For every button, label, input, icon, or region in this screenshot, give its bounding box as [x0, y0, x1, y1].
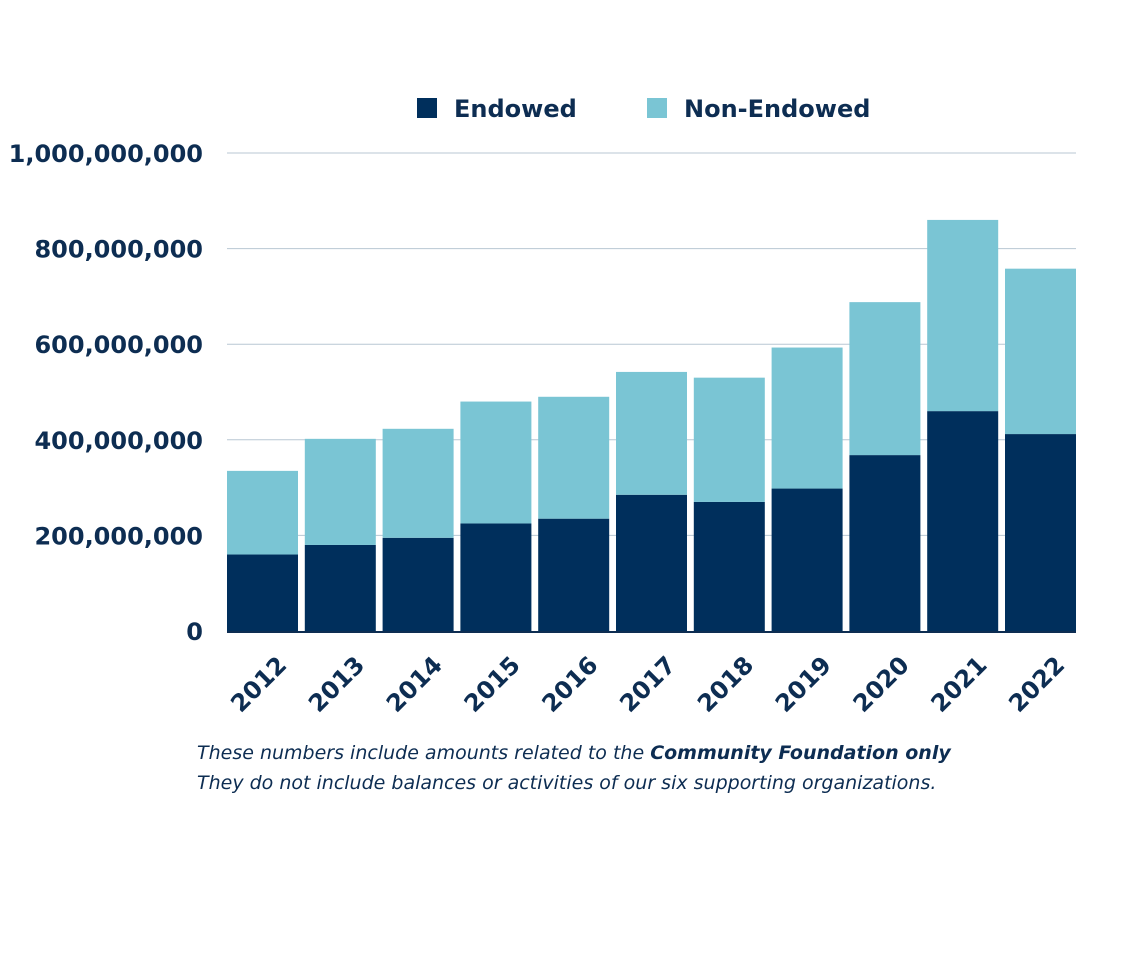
bar-non-endowed: [616, 371, 687, 495]
bar-endowed: [927, 411, 999, 631]
x-axis: 2012 2013 2014 2015 2016 2017 2018 2019 2020 2021…: [225, 631, 1076, 718]
bar-non-endowed: [1005, 268, 1076, 435]
bar-endowed: [460, 523, 532, 631]
y-tick-label: 400,000,000: [34, 427, 203, 455]
x-tick-label: 2022: [1003, 651, 1070, 718]
bar-endowed: [693, 501, 765, 631]
bar-non-endowed: [460, 401, 532, 524]
footnote-line-1-emphasis: Community Foundation only: [650, 742, 951, 764]
y-tick-label: 0: [186, 618, 203, 646]
x-tick-label: 2021: [926, 651, 993, 718]
legend: Endowed Non-Endowed: [417, 95, 870, 123]
bar-non-endowed: [538, 396, 610, 519]
legend-swatch-endowed: [417, 98, 437, 118]
y-tick-label: 800,000,000: [34, 236, 203, 264]
x-tick-label: 2012: [225, 651, 292, 718]
bar-endowed: [382, 537, 454, 631]
bars: [227, 219, 1076, 631]
x-tick-label: 2013: [303, 651, 370, 718]
bar-non-endowed: [771, 347, 843, 489]
bar-endowed: [1005, 434, 1076, 631]
bar-non-endowed: [382, 428, 454, 538]
footnote-line-1: These numbers include amounts related to…: [197, 738, 951, 768]
bar-non-endowed: [227, 470, 298, 555]
footnote-line-2: They do not include balances or activiti…: [197, 772, 937, 794]
bar-endowed: [849, 455, 921, 631]
bar-endowed: [616, 494, 687, 631]
legend-label-endowed: Endowed: [454, 95, 577, 123]
bar-non-endowed: [304, 438, 376, 545]
x-tick-label: 2014: [381, 651, 448, 718]
x-tick-label: 2020: [848, 651, 915, 718]
bar-non-endowed: [927, 219, 999, 412]
bar-endowed: [771, 488, 843, 631]
bar-endowed: [227, 554, 298, 631]
legend-swatch-non-endowed: [647, 98, 667, 118]
bar-non-endowed: [849, 302, 921, 456]
bar-endowed: [304, 544, 376, 631]
y-tick-label: 200,000,000: [34, 522, 203, 550]
x-tick-label: 2018: [692, 651, 759, 718]
y-axis: 0 200,000,000 400,000,000 600,000,000 800,00…: [9, 140, 203, 646]
x-tick-label: 2019: [770, 651, 837, 718]
footnote: These numbers include amounts related to…: [197, 738, 951, 798]
legend-label-non-endowed: Non-Endowed: [684, 95, 870, 123]
bar-endowed: [538, 518, 610, 631]
x-tick-label: 2017: [614, 651, 681, 718]
x-tick-label: 2016: [537, 651, 604, 718]
footnote-line-1-text: These numbers include amounts related to…: [197, 742, 651, 764]
bar-non-endowed: [693, 377, 765, 502]
y-tick-label: 600,000,000: [34, 331, 203, 359]
x-tick-label: 2015: [459, 651, 526, 718]
y-tick-label: 1,000,000,000: [9, 140, 203, 168]
